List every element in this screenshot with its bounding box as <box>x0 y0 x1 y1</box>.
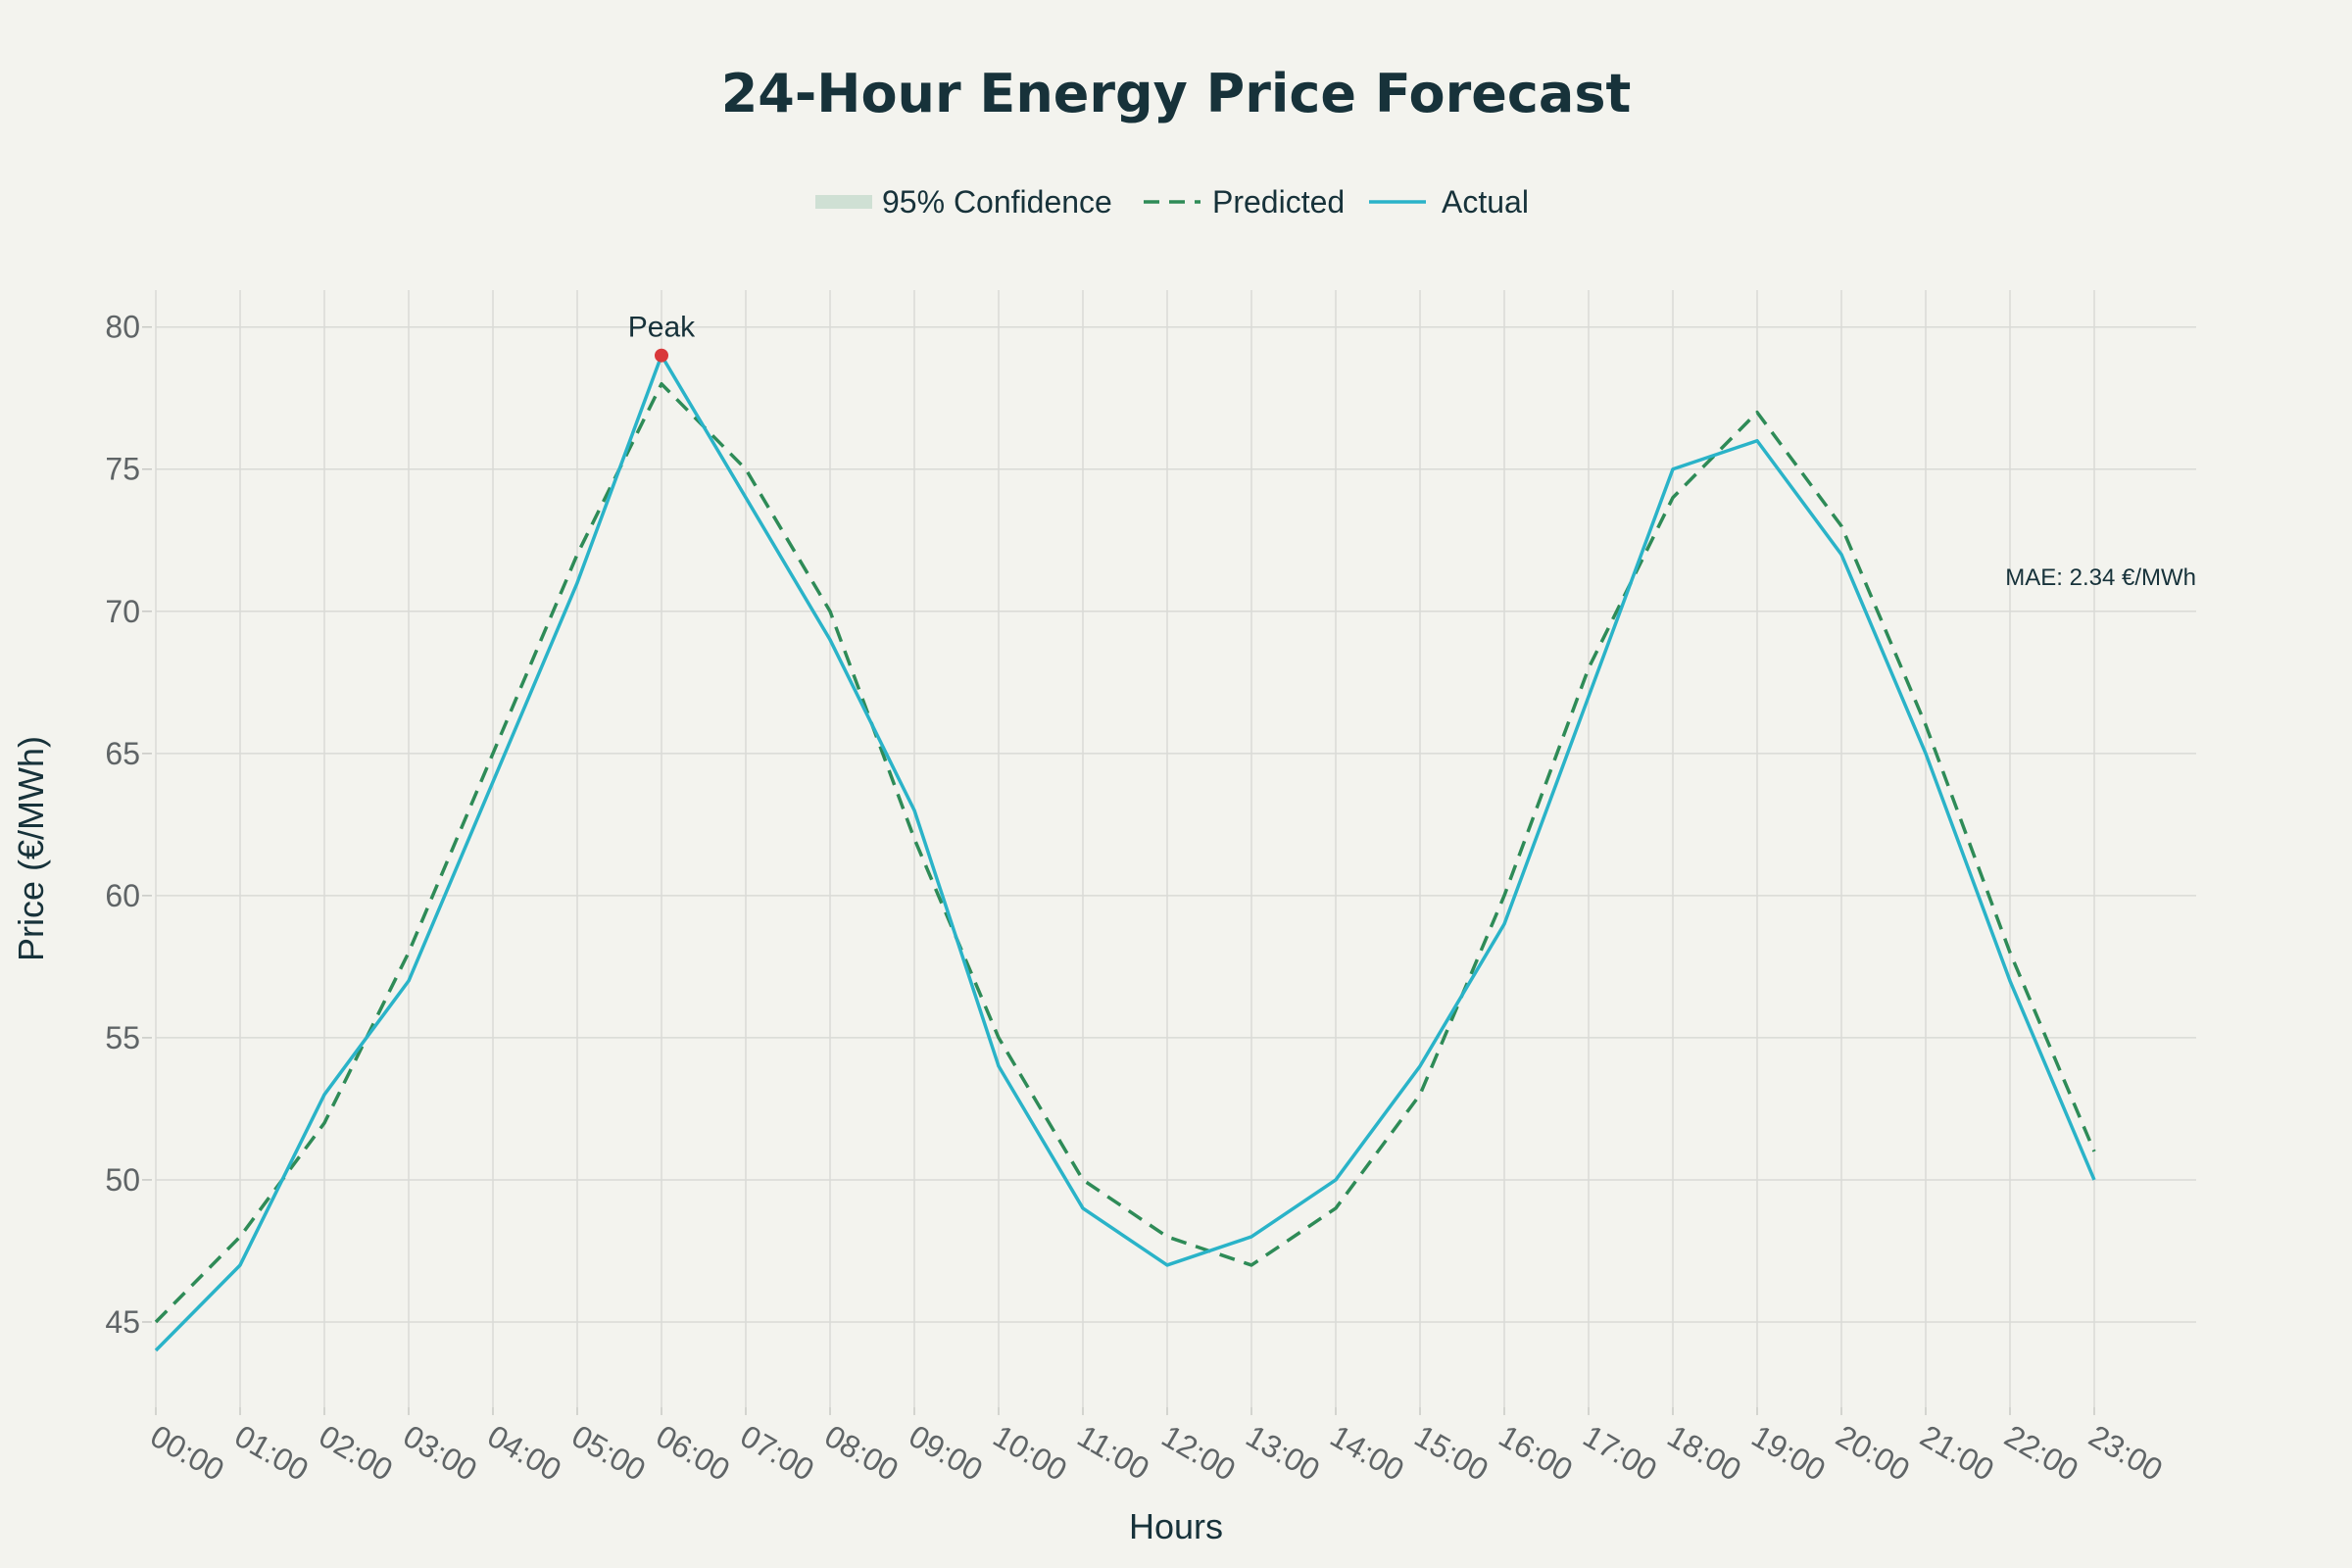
x-tick-label: 08:00 <box>819 1418 905 1488</box>
y-tick-label: 60 <box>105 878 140 913</box>
legend-label: Actual <box>1442 184 1529 220</box>
y-tick-label: 70 <box>105 594 140 629</box>
series-line-predicted <box>154 381 2096 1324</box>
x-tick-label: 04:00 <box>482 1418 567 1488</box>
x-tick-label: 16:00 <box>1494 1418 1579 1488</box>
x-axis-title: Hours <box>1129 1506 1223 1546</box>
y-tick-label: 65 <box>105 736 140 771</box>
legend-label: Predicted <box>1212 184 1345 220</box>
x-tick-label: 03:00 <box>398 1418 483 1488</box>
x-tick-label: 23:00 <box>2083 1418 2169 1488</box>
grid <box>142 290 2196 1415</box>
chart-title: 24-Hour Energy Price Forecast <box>721 63 1632 124</box>
legend: 95% Confidence Predicted Actual <box>815 184 1529 220</box>
x-tick-label: 02:00 <box>314 1418 399 1488</box>
y-tick-label: 55 <box>105 1020 140 1055</box>
x-tick-label: 21:00 <box>1915 1418 2000 1488</box>
x-tick-label: 10:00 <box>988 1418 1073 1488</box>
mae-annotation: MAE: 2.34 €/MWh <box>2005 564 2196 591</box>
y-axis-ticks: 45 50 55 60 65 70 75 80 <box>105 310 140 1340</box>
x-tick-label: 17:00 <box>1578 1418 1663 1488</box>
y-tick-label: 75 <box>105 452 140 487</box>
x-tick-label: 05:00 <box>566 1418 652 1488</box>
x-tick-label: 00:00 <box>145 1418 230 1488</box>
x-tick-label: 22:00 <box>1999 1418 2084 1488</box>
legend-swatch-confidence <box>815 195 872 209</box>
x-tick-label: 19:00 <box>1746 1418 1832 1488</box>
x-tick-label: 12:00 <box>1156 1418 1242 1488</box>
peak-label: Peak <box>628 312 696 344</box>
series-lines <box>154 353 2096 1352</box>
x-axis-ticks: 00:0001:0002:0003:0004:0005:0006:0007:00… <box>145 1418 2169 1488</box>
x-tick-label: 01:00 <box>229 1418 315 1488</box>
peak-marker <box>655 348 668 363</box>
x-tick-label: 18:00 <box>1662 1418 1747 1488</box>
y-axis-title: Price (€/MWh) <box>11 736 51 961</box>
x-tick-label: 07:00 <box>735 1418 820 1488</box>
x-tick-label: 09:00 <box>904 1418 989 1488</box>
y-tick-label: 45 <box>105 1304 140 1340</box>
y-tick-label: 50 <box>105 1162 140 1198</box>
series-line-actual <box>154 353 2096 1352</box>
x-tick-label: 11:00 <box>1072 1418 1155 1487</box>
x-tick-label: 13:00 <box>1241 1418 1326 1488</box>
x-tick-label: 15:00 <box>1409 1418 1494 1488</box>
legend-label: 95% Confidence <box>882 184 1112 220</box>
x-tick-label: 20:00 <box>1831 1418 1916 1488</box>
x-tick-label: 14:00 <box>1325 1418 1410 1488</box>
x-tick-label: 06:00 <box>651 1418 736 1488</box>
annotations: Peak MAE: 2.34 €/MWh <box>628 312 2196 591</box>
y-tick-label: 80 <box>105 310 140 345</box>
